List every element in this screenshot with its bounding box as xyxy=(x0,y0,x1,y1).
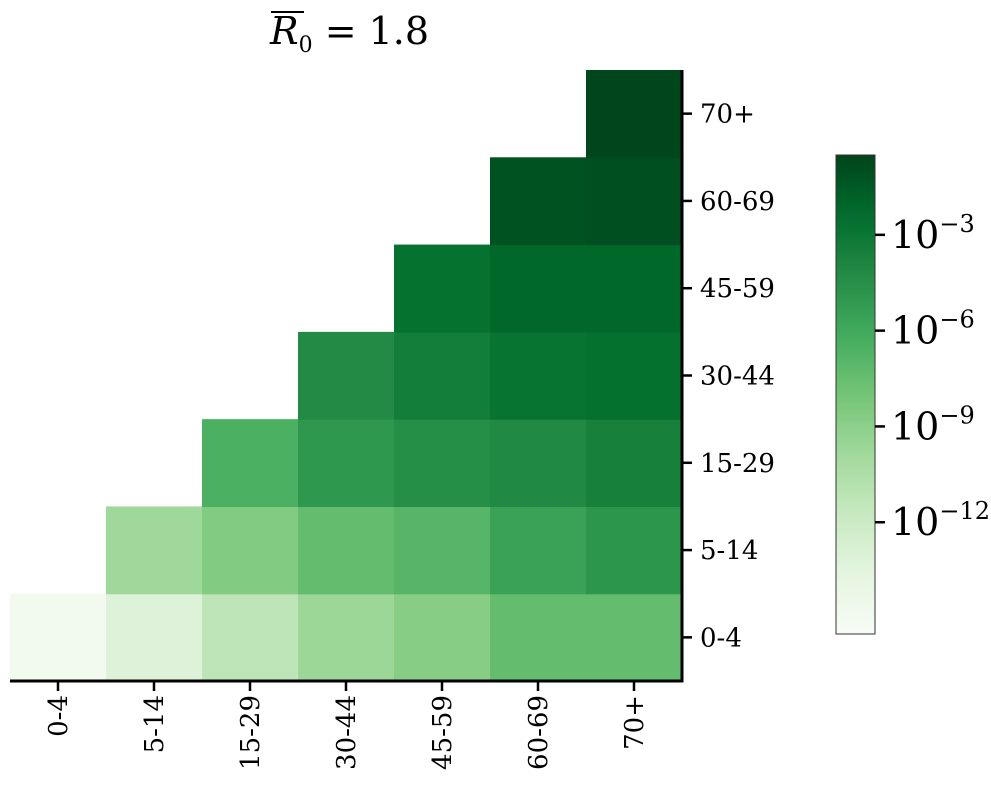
y-tick-label: 45-59 xyxy=(700,274,775,304)
heatmap-cell-15-29-60-69 xyxy=(490,419,587,508)
heatmap-cell-5-14-60-69 xyxy=(490,506,587,595)
heatmap-cells xyxy=(10,70,683,682)
heatmap-cell-45-59-70+ xyxy=(586,244,683,333)
heatmap-cell-70+-70+ xyxy=(586,70,683,158)
colorbar-tick-label: 10−3 xyxy=(891,210,975,257)
heatmap-cell-0-4-60-69 xyxy=(490,593,587,682)
heatmap-cell-0-4-0-4 xyxy=(10,593,107,682)
y-tick-label: 15-29 xyxy=(700,449,775,479)
heatmap-axes: 0-4 5-14 15-29 30-44 45-59 60-69 70+ 0-4 5-14 15-… xyxy=(10,70,775,770)
heatmap-cell-0-4-15-29 xyxy=(202,593,299,682)
colorbar-tick-label: 10−12 xyxy=(891,497,990,544)
x-tick-label: 5-14 xyxy=(140,695,170,753)
x-tick-label: 30-44 xyxy=(332,695,362,770)
heatmap-cell-30-44-45-59 xyxy=(394,331,491,420)
y-tick-label: 5-14 xyxy=(700,536,758,566)
x-tick-label: 45-59 xyxy=(428,695,458,770)
x-tick-label: 70+ xyxy=(620,695,650,750)
heatmap-cell-0-4-45-59 xyxy=(394,593,491,682)
colorbar: 10−3 10−6 10−9 10−12 xyxy=(835,154,990,635)
heatmap-cell-5-14-15-29 xyxy=(202,506,299,595)
heatmap-cell-0-4-5-14 xyxy=(106,593,203,682)
heatmap-cell-0-4-70+ xyxy=(586,593,683,682)
colorbar-gradient xyxy=(835,154,876,635)
heatmap-cell-5-14-5-14 xyxy=(106,506,203,595)
x-tick-label: 0-4 xyxy=(44,695,74,737)
x-tick-label: 60-69 xyxy=(524,695,554,770)
heatmap-cell-30-44-30-44 xyxy=(298,331,395,420)
heatmap-cell-60-69-60-69 xyxy=(490,157,587,246)
heatmap-cell-5-14-45-59 xyxy=(394,506,491,595)
heatmap-cell-30-44-70+ xyxy=(586,331,683,420)
heatmap-cell-5-14-30-44 xyxy=(298,506,395,595)
heatmap-cell-0-4-30-44 xyxy=(298,593,395,682)
y-tick-label: 0-4 xyxy=(700,623,742,653)
heatmap-cell-15-29-70+ xyxy=(586,419,683,508)
heatmap-cell-15-29-30-44 xyxy=(298,419,395,508)
heatmap-cell-45-59-45-59 xyxy=(394,244,491,333)
x-tick-label: 15-29 xyxy=(236,695,266,770)
y-tick-label: 60-69 xyxy=(700,187,775,217)
heatmap-cell-45-59-60-69 xyxy=(490,244,587,333)
heatmap-cell-60-69-70+ xyxy=(586,157,683,246)
y-tick-label: 30-44 xyxy=(700,362,775,392)
chart-title: R0 = 1.8 xyxy=(269,9,429,58)
y-tick-label: 70+ xyxy=(700,100,755,130)
heatmap-cell-30-44-60-69 xyxy=(490,331,587,420)
heatmap-cell-5-14-70+ xyxy=(586,506,683,595)
colorbar-tick-label: 10−6 xyxy=(891,306,975,353)
heatmap-cell-15-29-45-59 xyxy=(394,419,491,508)
heatmap-cell-15-29-15-29 xyxy=(202,419,299,508)
colorbar-tick-label: 10−9 xyxy=(891,401,975,448)
